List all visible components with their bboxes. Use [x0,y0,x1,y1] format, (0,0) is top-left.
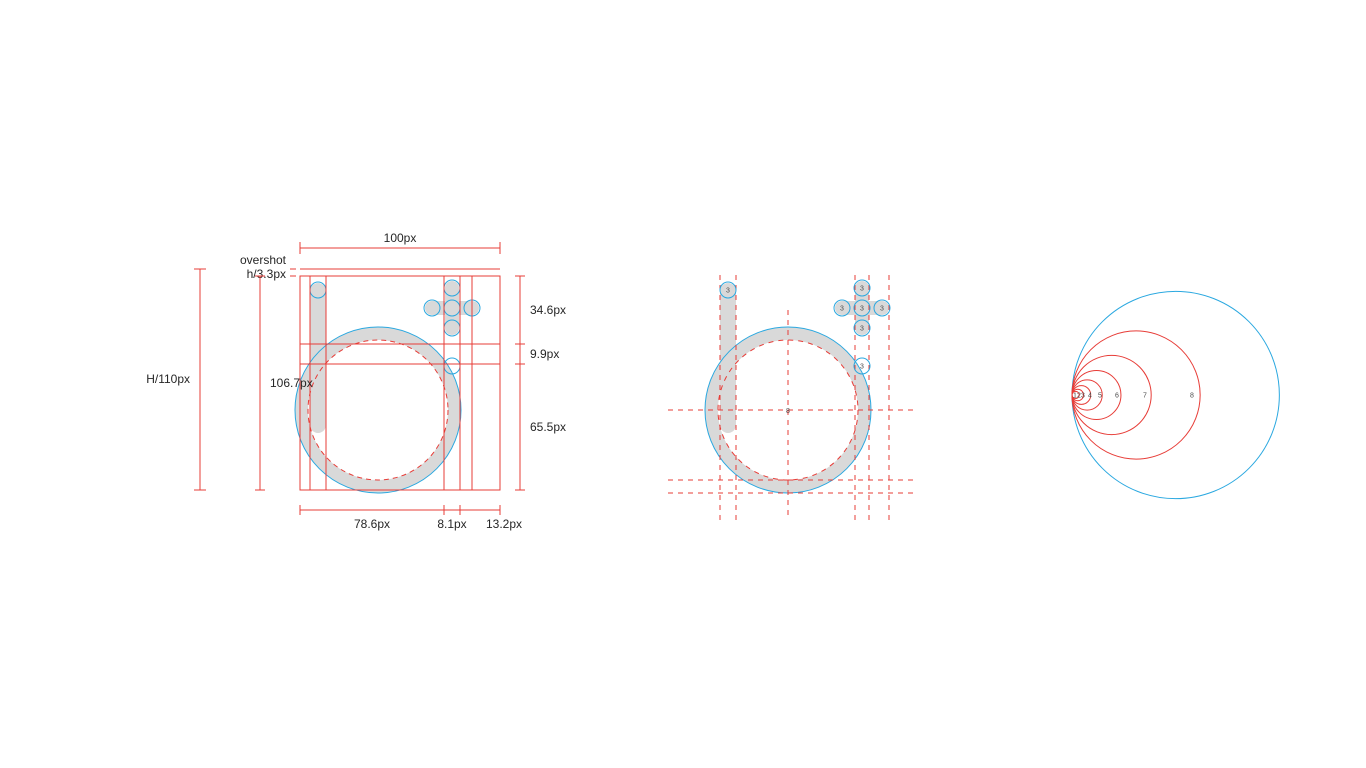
fib-label: 3 [1081,393,1085,400]
fib-label: 6 [1115,393,1119,400]
fib-label: 7 [1143,393,1147,400]
panel-3-fibonacci: 12345678 [0,0,1366,768]
fib-circle [1072,291,1279,498]
fib-label: 4 [1088,393,1092,400]
fib-label: 5 [1098,393,1102,400]
diagram-stage: 100pxovershoth/3.3pxH/110px106.7px34.6px… [0,0,1366,768]
fib-label: 8 [1190,393,1194,400]
